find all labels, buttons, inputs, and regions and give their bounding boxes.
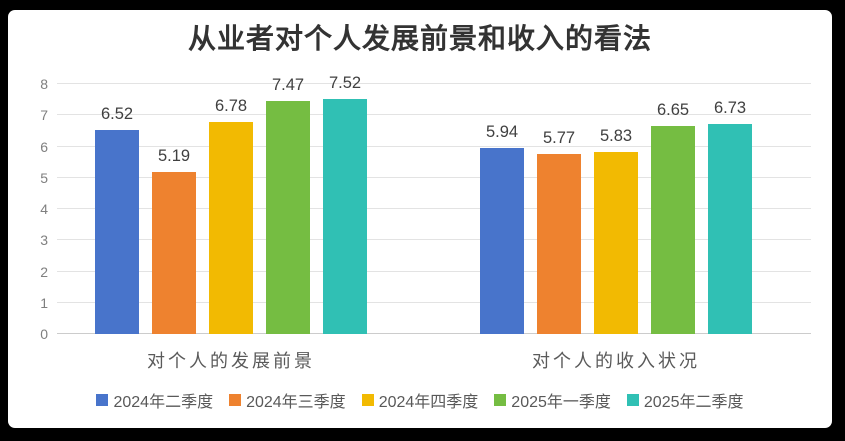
bar-value-label: 5.94: [485, 123, 519, 142]
legend-label: 2025年二季度: [643, 394, 744, 411]
legend-swatch-icon: [626, 394, 639, 406]
legend-item: 2024年二季度: [96, 388, 213, 412]
bar-value-label: 5.19: [157, 146, 191, 165]
legend: 2024年二季度 2024年三季度 2024年四季度 2025年一季度 2025年二季度: [8, 388, 832, 412]
y-axis-tick-label: 3: [40, 232, 48, 249]
y-axis-tick-label: 0: [40, 326, 48, 342]
bar: [594, 151, 638, 334]
bar: [480, 148, 524, 334]
gridline: [57, 270, 811, 272]
legend-label: 2024年三季度: [246, 394, 346, 411]
bar-value-label: 6.52: [100, 105, 134, 124]
legend-label: 2025年一季度: [511, 394, 611, 411]
y-axis-tick-label: 2: [40, 263, 48, 280]
bar-value-label: 6.65: [656, 101, 690, 120]
bar-value-label: 5.77: [542, 128, 576, 147]
legend-label: 2024年四季度: [378, 394, 479, 411]
legend-item: 2025年一季度: [494, 388, 611, 412]
bar-value-label: 6.78: [214, 97, 248, 116]
y-axis-tick-label: 6: [40, 138, 48, 155]
bar-value-label: 6.73: [713, 98, 747, 117]
x-axis-line: [57, 333, 811, 334]
category-label: 对个人的发展前景: [147, 351, 315, 371]
bar: [708, 123, 752, 334]
gridline: [57, 176, 811, 178]
bar: [537, 153, 581, 334]
gridline: [57, 239, 811, 241]
chart-title: 从业者对个人发展前景和收入的看法: [187, 24, 652, 55]
chart-canvas: 从业者对个人发展前景和收入的看法 6.52 5.19 6.78 7.47 7.52 5.9…: [8, 10, 832, 428]
bar: [152, 171, 196, 334]
category-label: 对个人的收入状况: [532, 351, 700, 371]
legend-swatch-icon: [229, 394, 242, 406]
gridline: [57, 301, 811, 303]
bar-value-label: 5.83: [599, 126, 633, 145]
legend-item: 2024年三季度: [229, 388, 346, 412]
bar: [209, 122, 253, 334]
y-axis-tick-label: 4: [40, 201, 48, 217]
gridline: [57, 208, 811, 209]
bar-value-label: 7.52: [328, 74, 362, 92]
legend-swatch-icon: [361, 394, 374, 406]
legend-swatch-icon: [96, 394, 109, 406]
bar: [266, 100, 310, 334]
y-axis-tick-label: 5: [40, 169, 48, 186]
legend-item: 2025年二季度: [626, 388, 744, 412]
legend-label: 2024年二季度: [113, 394, 214, 411]
gridline: [57, 145, 811, 147]
bar: [651, 126, 695, 334]
y-axis-tick-label: 8: [40, 76, 48, 92]
plot-area: 6.52 5.19 6.78 7.47 7.52 5.94 5.77 5.83 6.65 6.73: [57, 74, 811, 334]
y-axis-tick-label: 1: [40, 294, 48, 311]
bar: [95, 130, 139, 334]
legend-swatch-icon: [494, 394, 507, 406]
y-axis-tick-label: 7: [40, 107, 48, 124]
gridline: [57, 83, 811, 84]
legend-item: 2024年四季度: [361, 388, 479, 412]
bar-value-label: 7.47: [271, 75, 305, 94]
bar: [323, 99, 367, 334]
gridline: [57, 114, 811, 116]
